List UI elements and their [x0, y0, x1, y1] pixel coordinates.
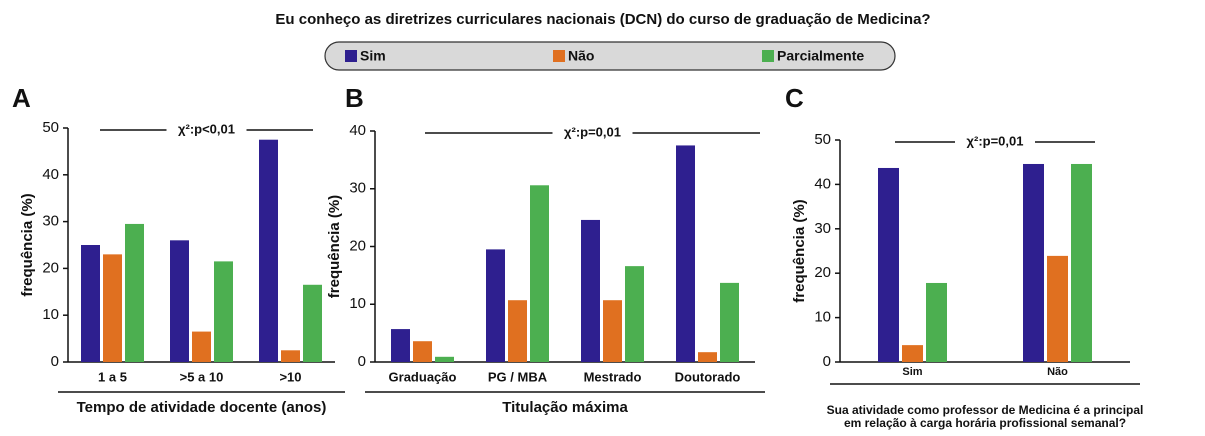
- bar: [902, 345, 923, 362]
- bar: [926, 282, 947, 362]
- x-tick-label: Não: [1047, 366, 1068, 378]
- legend-label: Parcialmente: [777, 48, 864, 64]
- y-tick-label: 40: [349, 122, 366, 139]
- bar: [1047, 255, 1068, 362]
- y-tick-label: 50: [42, 119, 59, 136]
- y-axis-title: frequência (%): [19, 193, 36, 296]
- bar: [508, 300, 527, 362]
- bar: [413, 341, 432, 362]
- bar: [303, 284, 322, 362]
- bar: [214, 261, 233, 362]
- y-tick-label: 0: [358, 353, 366, 370]
- bar: [192, 331, 211, 362]
- x-tick-label: >5 a 10: [180, 369, 224, 384]
- y-axis-title: frequência (%): [791, 199, 808, 302]
- legend-swatch: [553, 50, 565, 62]
- bar: [170, 240, 189, 362]
- bar: [281, 350, 300, 362]
- bar: [1071, 163, 1092, 362]
- x-tick-label: 1 a 5: [98, 369, 127, 384]
- y-tick-label: 30: [814, 220, 831, 237]
- x-tick-label: >10: [279, 369, 301, 384]
- x-axis-title: Sua atividade como professor de Medicina…: [827, 403, 1144, 417]
- figure-title: Eu conheço as diretrizes curriculares na…: [275, 11, 930, 28]
- y-tick-label: 10: [814, 309, 831, 326]
- x-tick-label: Mestrado: [584, 369, 642, 384]
- bar: [581, 219, 600, 362]
- y-tick-label: 20: [814, 264, 831, 281]
- bar: [81, 245, 100, 362]
- panel-letter: B: [345, 83, 364, 113]
- annotation: χ²:p=0,01: [564, 124, 621, 139]
- y-tick-label: 0: [51, 353, 59, 370]
- x-axis-title: Titulação máxima: [502, 399, 628, 416]
- bar: [603, 300, 622, 362]
- annotation: χ²:p<0,01: [178, 121, 235, 136]
- bar: [1023, 163, 1044, 362]
- x-tick-label: Doutorado: [675, 369, 741, 384]
- legend-swatch: [762, 50, 774, 62]
- bar: [435, 356, 454, 362]
- y-tick-label: 30: [42, 213, 59, 230]
- x-tick-label: Sim: [902, 366, 922, 378]
- y-tick-label: 20: [349, 237, 366, 254]
- bar: [530, 185, 549, 362]
- bar: [259, 139, 278, 362]
- annotation: χ²:p=0,01: [967, 133, 1024, 148]
- legend-label: Sim: [360, 48, 386, 64]
- bar: [391, 329, 410, 362]
- y-tick-label: 0: [823, 353, 831, 370]
- legend-label: Não: [568, 48, 594, 64]
- x-tick-label: Graduação: [389, 369, 457, 384]
- panel-letter: C: [785, 83, 804, 113]
- bar: [103, 254, 122, 362]
- y-tick-label: 10: [42, 306, 59, 323]
- y-tick-label: 40: [42, 166, 59, 183]
- panel-letter: A: [12, 83, 31, 113]
- legend-swatch: [345, 50, 357, 62]
- bar: [125, 223, 144, 362]
- y-tick-label: 10: [349, 295, 366, 312]
- y-tick-label: 40: [814, 175, 831, 192]
- bar: [698, 352, 717, 362]
- legend-box: [324, 41, 896, 71]
- y-tick-label: 50: [814, 131, 831, 148]
- x-axis-title: Tempo de atividade docente (anos): [77, 399, 327, 416]
- y-tick-label: 20: [42, 259, 59, 276]
- bar: [486, 249, 505, 362]
- bar: [625, 266, 644, 362]
- x-axis-title: em relação à carga horária profissional …: [844, 416, 1126, 430]
- bar: [676, 145, 695, 362]
- y-tick-label: 30: [349, 180, 366, 197]
- x-tick-label: PG / MBA: [488, 369, 548, 384]
- y-axis-title: frequência (%): [326, 195, 343, 298]
- bar: [878, 167, 899, 362]
- bar: [720, 282, 739, 362]
